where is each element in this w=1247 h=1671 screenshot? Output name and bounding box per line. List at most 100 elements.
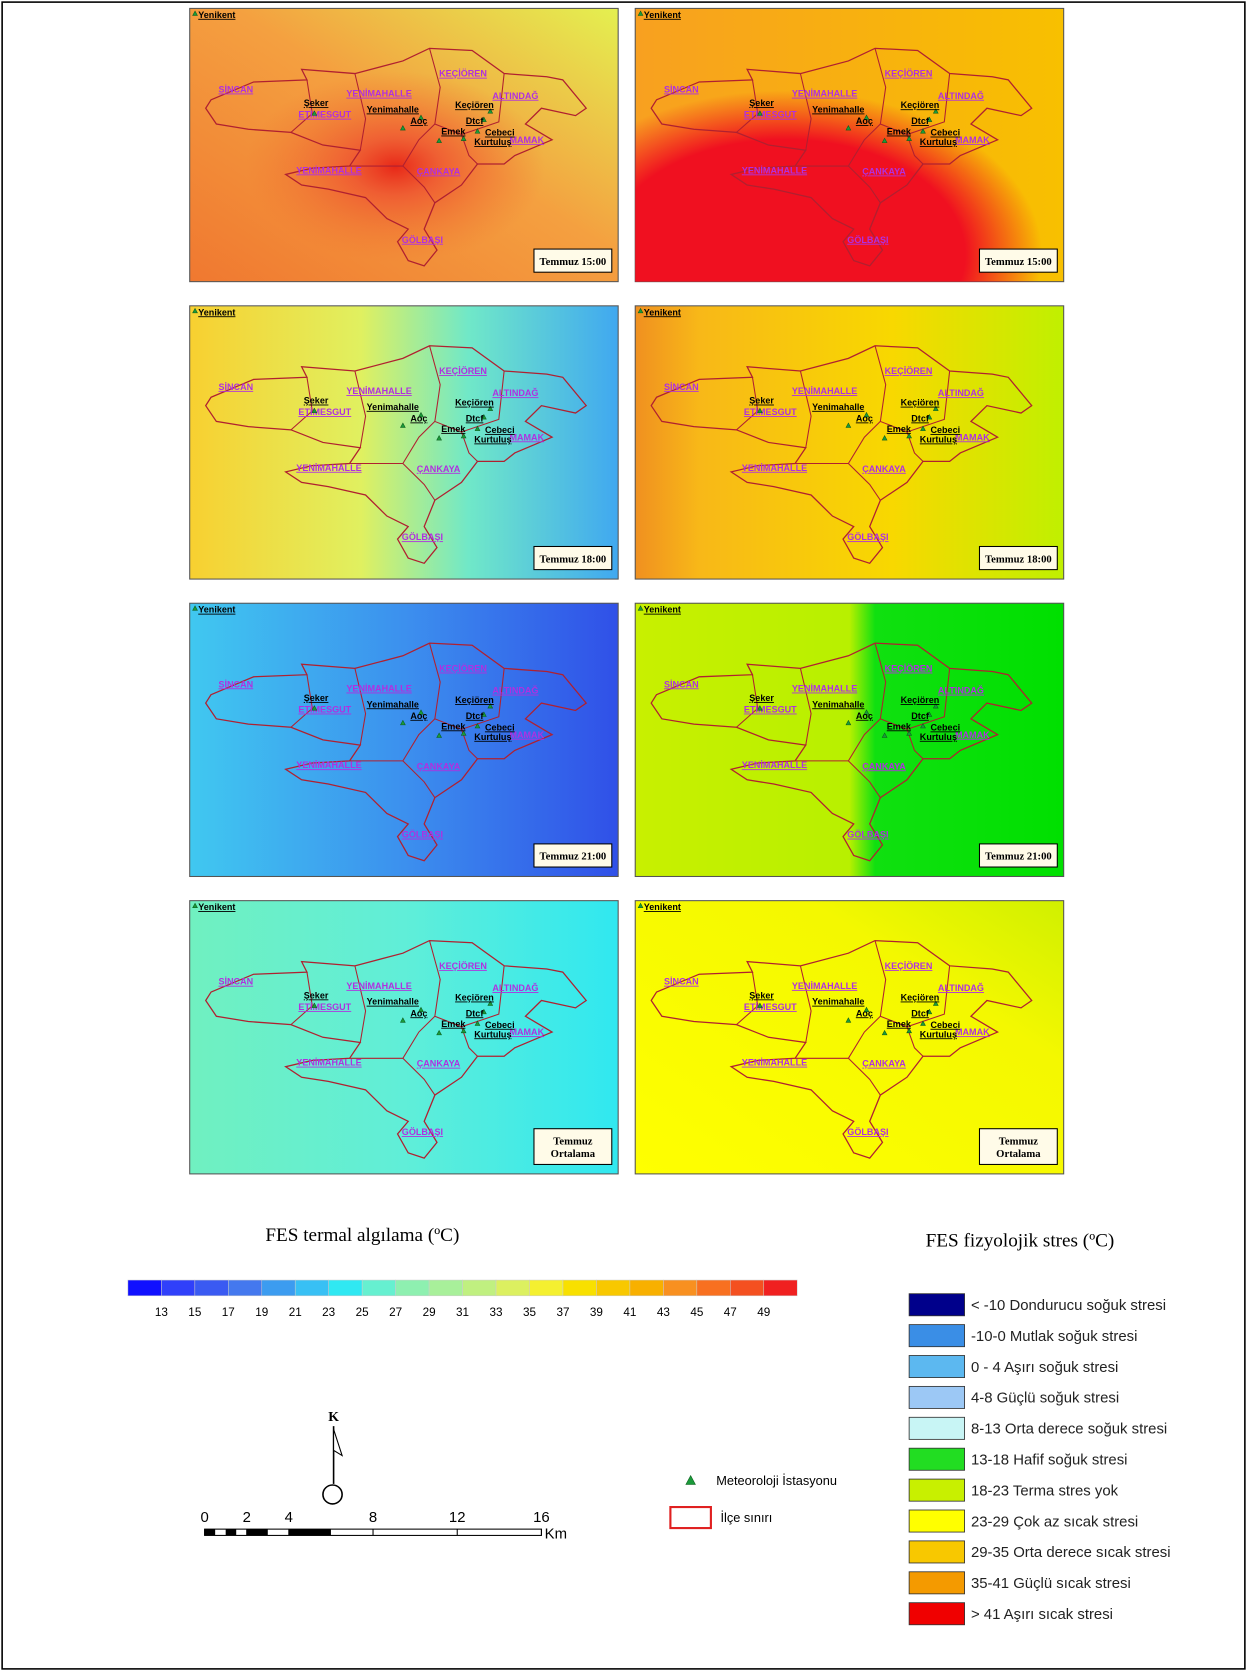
legend-label: 35-41 Güçlü sıcak stresi — [971, 1576, 1131, 1592]
district-label: YENİMAHALLE — [296, 165, 361, 175]
scale-bar-label: 12 — [449, 1510, 466, 1526]
legend-swatch — [909, 1325, 964, 1347]
district-label: ÇANKAYA — [417, 761, 461, 771]
station-label: Yenimahalle — [812, 105, 864, 115]
station-label: Şeker — [749, 990, 774, 1000]
color-bar-label: 15 — [188, 1306, 201, 1319]
district-label: MAMAK — [509, 730, 544, 740]
district-label: SİNCAN — [664, 382, 699, 392]
station-label: Yenikent — [644, 307, 681, 317]
district-label: MAMAK — [509, 432, 544, 442]
color-bar-cell — [195, 1280, 228, 1296]
color-bar-cell — [496, 1280, 529, 1296]
station-label: Şeker — [749, 396, 774, 406]
color-bar-label: 43 — [657, 1306, 670, 1319]
legend-swatch — [909, 1572, 964, 1594]
time-label: Temmuz 15:00 — [539, 257, 606, 268]
district-label: ALTINDAĞ — [492, 387, 538, 398]
station-label: Yenimahalle — [367, 997, 419, 1007]
map-panel: YenikentSİNCANYENİMAHALLEKEÇİÖRENALTINDA… — [635, 901, 1063, 1174]
scale-bar-label: 4 — [285, 1510, 293, 1526]
district-label: KEÇİÖREN — [885, 69, 933, 79]
station-label: Dtcf — [466, 116, 485, 126]
station-label: Kurtuluş — [474, 137, 511, 147]
legend-swatch — [909, 1448, 964, 1470]
color-bar-cell — [663, 1280, 696, 1296]
legend-label: < -10 Dondurucu soğuk stresi — [971, 1298, 1166, 1314]
district-label: YENİMAHALLE — [742, 1058, 807, 1068]
station-label: Yenimahalle — [367, 105, 419, 115]
district-label: KEÇİÖREN — [439, 366, 487, 376]
color-bar-cell — [161, 1280, 194, 1296]
legend-label: 18-23 Terma stres yok — [971, 1483, 1119, 1499]
district-label: ALTINDAĞ — [938, 685, 984, 696]
district-label: GÖLBAŞI — [402, 830, 443, 840]
station-label: Yenikent — [644, 10, 681, 20]
legend-swatch — [909, 1479, 964, 1501]
district-label: MAMAK — [955, 432, 990, 442]
station-label: Dtcf — [466, 413, 485, 423]
station-label: Cebeci — [485, 128, 515, 138]
district-label: GÖLBAŞI — [402, 235, 443, 245]
district-label: YENİMAHALLE — [346, 684, 411, 694]
district-label: MAMAK — [509, 1027, 544, 1037]
station-label: Yenikent — [198, 605, 235, 615]
scale-bar-segment — [289, 1529, 331, 1535]
scale-bar-label: 16 — [533, 1510, 550, 1526]
station-label: Aoç — [410, 413, 427, 423]
color-bar-label: 29 — [423, 1306, 436, 1319]
time-label: Temmuz — [553, 1137, 593, 1148]
boundary-swatch — [670, 1507, 711, 1528]
station-label: Kurtuluş — [920, 1029, 957, 1039]
map-panel: YenikentSİNCANYENİMAHALLEKEÇİÖRENALTINDA… — [190, 8, 618, 281]
district-label: YENİMAHALLE — [742, 165, 807, 175]
legend-label: 23-29 Çok az sıcak stresi — [971, 1514, 1138, 1530]
station-label: Dtcf — [466, 711, 485, 721]
color-bar-cell — [128, 1280, 161, 1296]
map-panel: YenikentSİNCANYENİMAHALLEKEÇİÖRENALTINDA… — [190, 901, 618, 1174]
map-panel: YenikentSİNCANYENİMAHALLEKEÇİÖRENALTINDA… — [635, 306, 1063, 579]
district-label: YENİMAHALLE — [296, 1058, 361, 1068]
station-label: Dtcf — [911, 711, 930, 721]
district-label: GÖLBAŞI — [847, 532, 888, 542]
color-bar-cell — [295, 1280, 328, 1296]
district-label: YENİMAHALLE — [792, 386, 857, 396]
station-label: Dtcf — [911, 413, 930, 423]
color-bar-label: 33 — [490, 1306, 503, 1319]
station-label: Yenikent — [644, 605, 681, 615]
station-label: Şeker — [304, 396, 329, 406]
station-label: Yenikent — [198, 10, 235, 20]
district-label: YENİMAHALLE — [296, 463, 361, 473]
legend-swatch — [909, 1603, 964, 1625]
district-label: GÖLBAŞI — [402, 1127, 443, 1137]
figure: Yenikent SİNCAN YENİMAHALLE KEÇİÖREN ALTINDA… — [0, 0, 1247, 1671]
color-bar-cell — [396, 1280, 429, 1296]
district-label: KEÇİÖREN — [885, 664, 933, 674]
legend-swatch — [909, 1294, 964, 1316]
station-label: Kurtuluş — [920, 732, 957, 742]
station-label: Kurtuluş — [474, 1029, 511, 1039]
legend-label: -10-0 Mutlak soğuk stresi — [971, 1329, 1137, 1345]
station-label: Emek — [441, 1019, 465, 1029]
station-label: Emek — [441, 127, 465, 137]
color-bar-cell — [329, 1280, 362, 1296]
district-label: ETİMESGUT — [298, 705, 351, 715]
district-label: ÇANKAYA — [417, 167, 461, 177]
station-label: Keçiören — [901, 993, 940, 1003]
station-label: Kurtuluş — [920, 137, 957, 147]
station-label: Yenimahalle — [367, 699, 419, 709]
legend-swatch — [909, 1510, 964, 1532]
north-label: K — [328, 1409, 339, 1424]
time-label: Temmuz — [999, 1137, 1039, 1148]
scale-bar-label: 0 — [200, 1510, 208, 1526]
scale-bar-segment — [205, 1529, 216, 1535]
station-label: Cebeci — [485, 1020, 515, 1030]
station-marker — [686, 1476, 696, 1485]
time-label: Temmuz 18:00 — [539, 554, 606, 565]
legend-label: > 41 Aşırı sıcak stresi — [971, 1607, 1113, 1623]
color-bar-cell — [429, 1280, 462, 1296]
station-label: Şeker — [304, 990, 329, 1000]
color-bar-cell — [697, 1280, 730, 1296]
district-label: YENİMAHALLE — [742, 463, 807, 473]
color-bar-label: 37 — [556, 1306, 569, 1319]
